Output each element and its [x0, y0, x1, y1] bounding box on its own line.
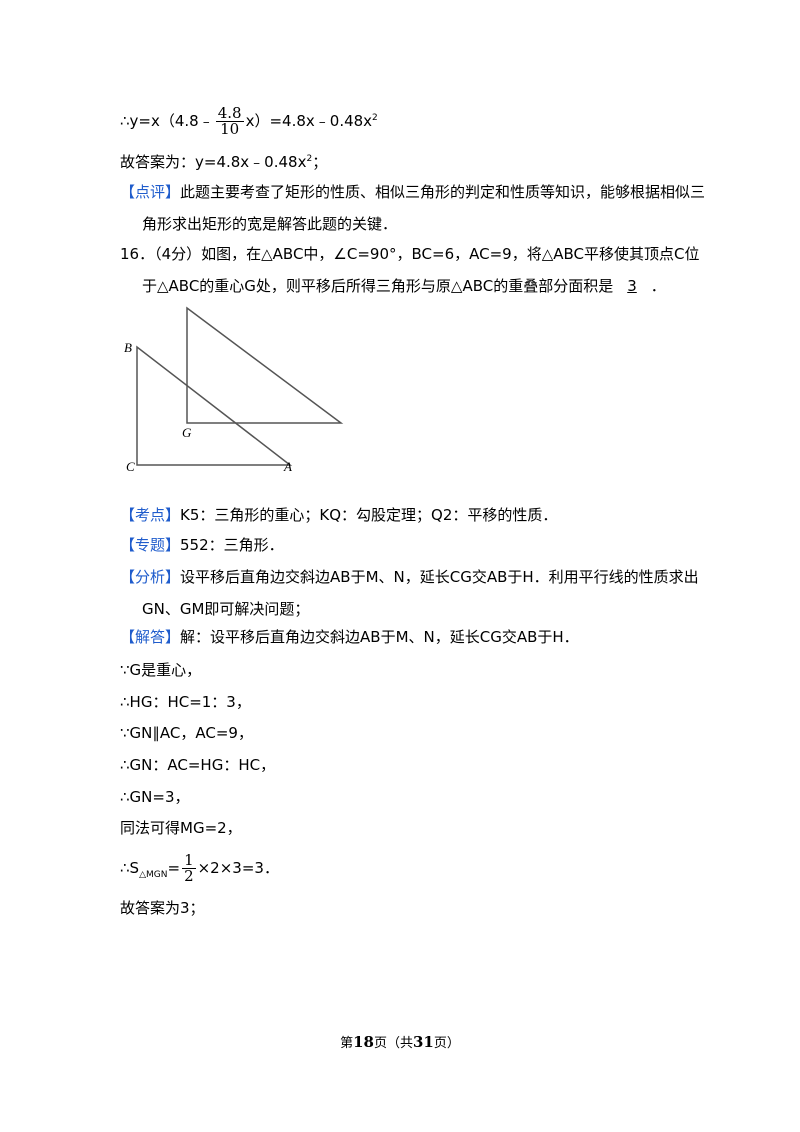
text: x）=4.8x﹣0.48x — [245, 112, 373, 130]
denominator: 2 — [184, 867, 194, 885]
answer: 故答案为：y=4.8x﹣0.48x2； — [120, 143, 685, 178]
page-total: 31 — [413, 1033, 434, 1051]
text: 16．（4分）如图，在△ABC中，∠C=90°，BC=6，AC=9，将△ABC平… — [120, 245, 700, 295]
text: 故答案为：y=4.8x﹣0.48x — [120, 153, 307, 171]
comment: 【点评】此题主要考查了矩形的性质、相似三角形的判定和性质等知识，能够根据相似三角… — [120, 176, 707, 240]
step: ∴HG：HC=1：3， — [120, 693, 251, 711]
superscript: 2 — [372, 113, 378, 123]
fraction: 4.8 10 — [215, 104, 244, 138]
formula: ∴S△MGN= 1 2 ×2×3=3． — [120, 852, 685, 891]
step: ∴GN=3， — [120, 788, 190, 806]
triangle-abc — [136, 345, 293, 466]
numerator: 4.8 — [215, 104, 244, 122]
subscript: △MGN — [139, 870, 168, 880]
label: G — [182, 425, 192, 440]
tag: 【考点】 — [120, 506, 181, 524]
text: 解：设平移后直角边交斜边AB于M、N，延长CG交AB于H． — [180, 628, 579, 646]
denominator: 10 — [220, 120, 240, 138]
step: 同法可得MG=2， — [120, 819, 242, 837]
triangle-translated — [186, 306, 344, 424]
kaodian: 【考点】K5：三角形的重心；KQ：勾股定理；Q2：平移的性质． — [120, 499, 685, 531]
text: K5：三角形的重心；KQ：勾股定理；Q2：平移的性质． — [180, 506, 558, 524]
label: A — [283, 459, 292, 474]
label: C — [126, 459, 135, 474]
superscript: 2 — [306, 154, 313, 164]
step: ∴GN：AC=HG：HC， — [120, 756, 276, 774]
text: = — [167, 859, 181, 877]
text: 此题主要考查了矩形的性质、相似三角形的判定和性质等知识，能够根据相似三角形求出矩… — [142, 183, 706, 233]
text: ； — [312, 153, 328, 171]
numerator: 1 — [182, 851, 196, 869]
text: ×2×3=3． — [197, 859, 279, 877]
tag: 【解答】 — [120, 628, 181, 646]
step: ∵GN∥AC，AC=9， — [120, 724, 253, 742]
tag: 【分析】 — [120, 568, 181, 586]
zhuanti: 【专题】552：三角形． — [120, 529, 685, 561]
jieda: 【解答】解：设平移后直角边交斜边AB于M、N，延长CG交AB于H． — [120, 621, 685, 653]
question: 16．（4分）如图，在△ABC中，∠C=90°，BC=6，AC=9，将△ABC平… — [120, 238, 707, 302]
text: ． — [650, 277, 666, 295]
footer: 第18页（共31页） — [0, 1032, 800, 1051]
text: 第 — [340, 1036, 354, 1051]
text: 设平移后直角边交斜边AB于M、N，延长CG交AB于H．利用平行线的性质求出GN、… — [142, 568, 699, 618]
step: ∵G是重心， — [120, 661, 202, 679]
label: B — [124, 340, 132, 355]
text: ∴y=x（4.8﹣ — [120, 112, 214, 130]
text: 页） — [433, 1036, 460, 1051]
tag: 【专题】 — [120, 536, 181, 554]
text: 页（共 — [373, 1036, 413, 1051]
text: 552：三角形． — [180, 536, 284, 554]
fenxi: 【分析】设平移后直角边交斜边AB于M、N，延长CG交AB于H．利用平行线的性质求… — [120, 561, 707, 625]
answer: 故答案为3； — [120, 899, 205, 917]
tag: 【点评】 — [120, 183, 181, 201]
text: ∴S — [120, 859, 140, 877]
formula: ∴y=x（4.8﹣ 4.8 10 x）=4.8x﹣0.48x2 — [120, 102, 685, 137]
page-number: 18 — [353, 1033, 374, 1051]
answer-blank: 3 — [627, 277, 637, 295]
